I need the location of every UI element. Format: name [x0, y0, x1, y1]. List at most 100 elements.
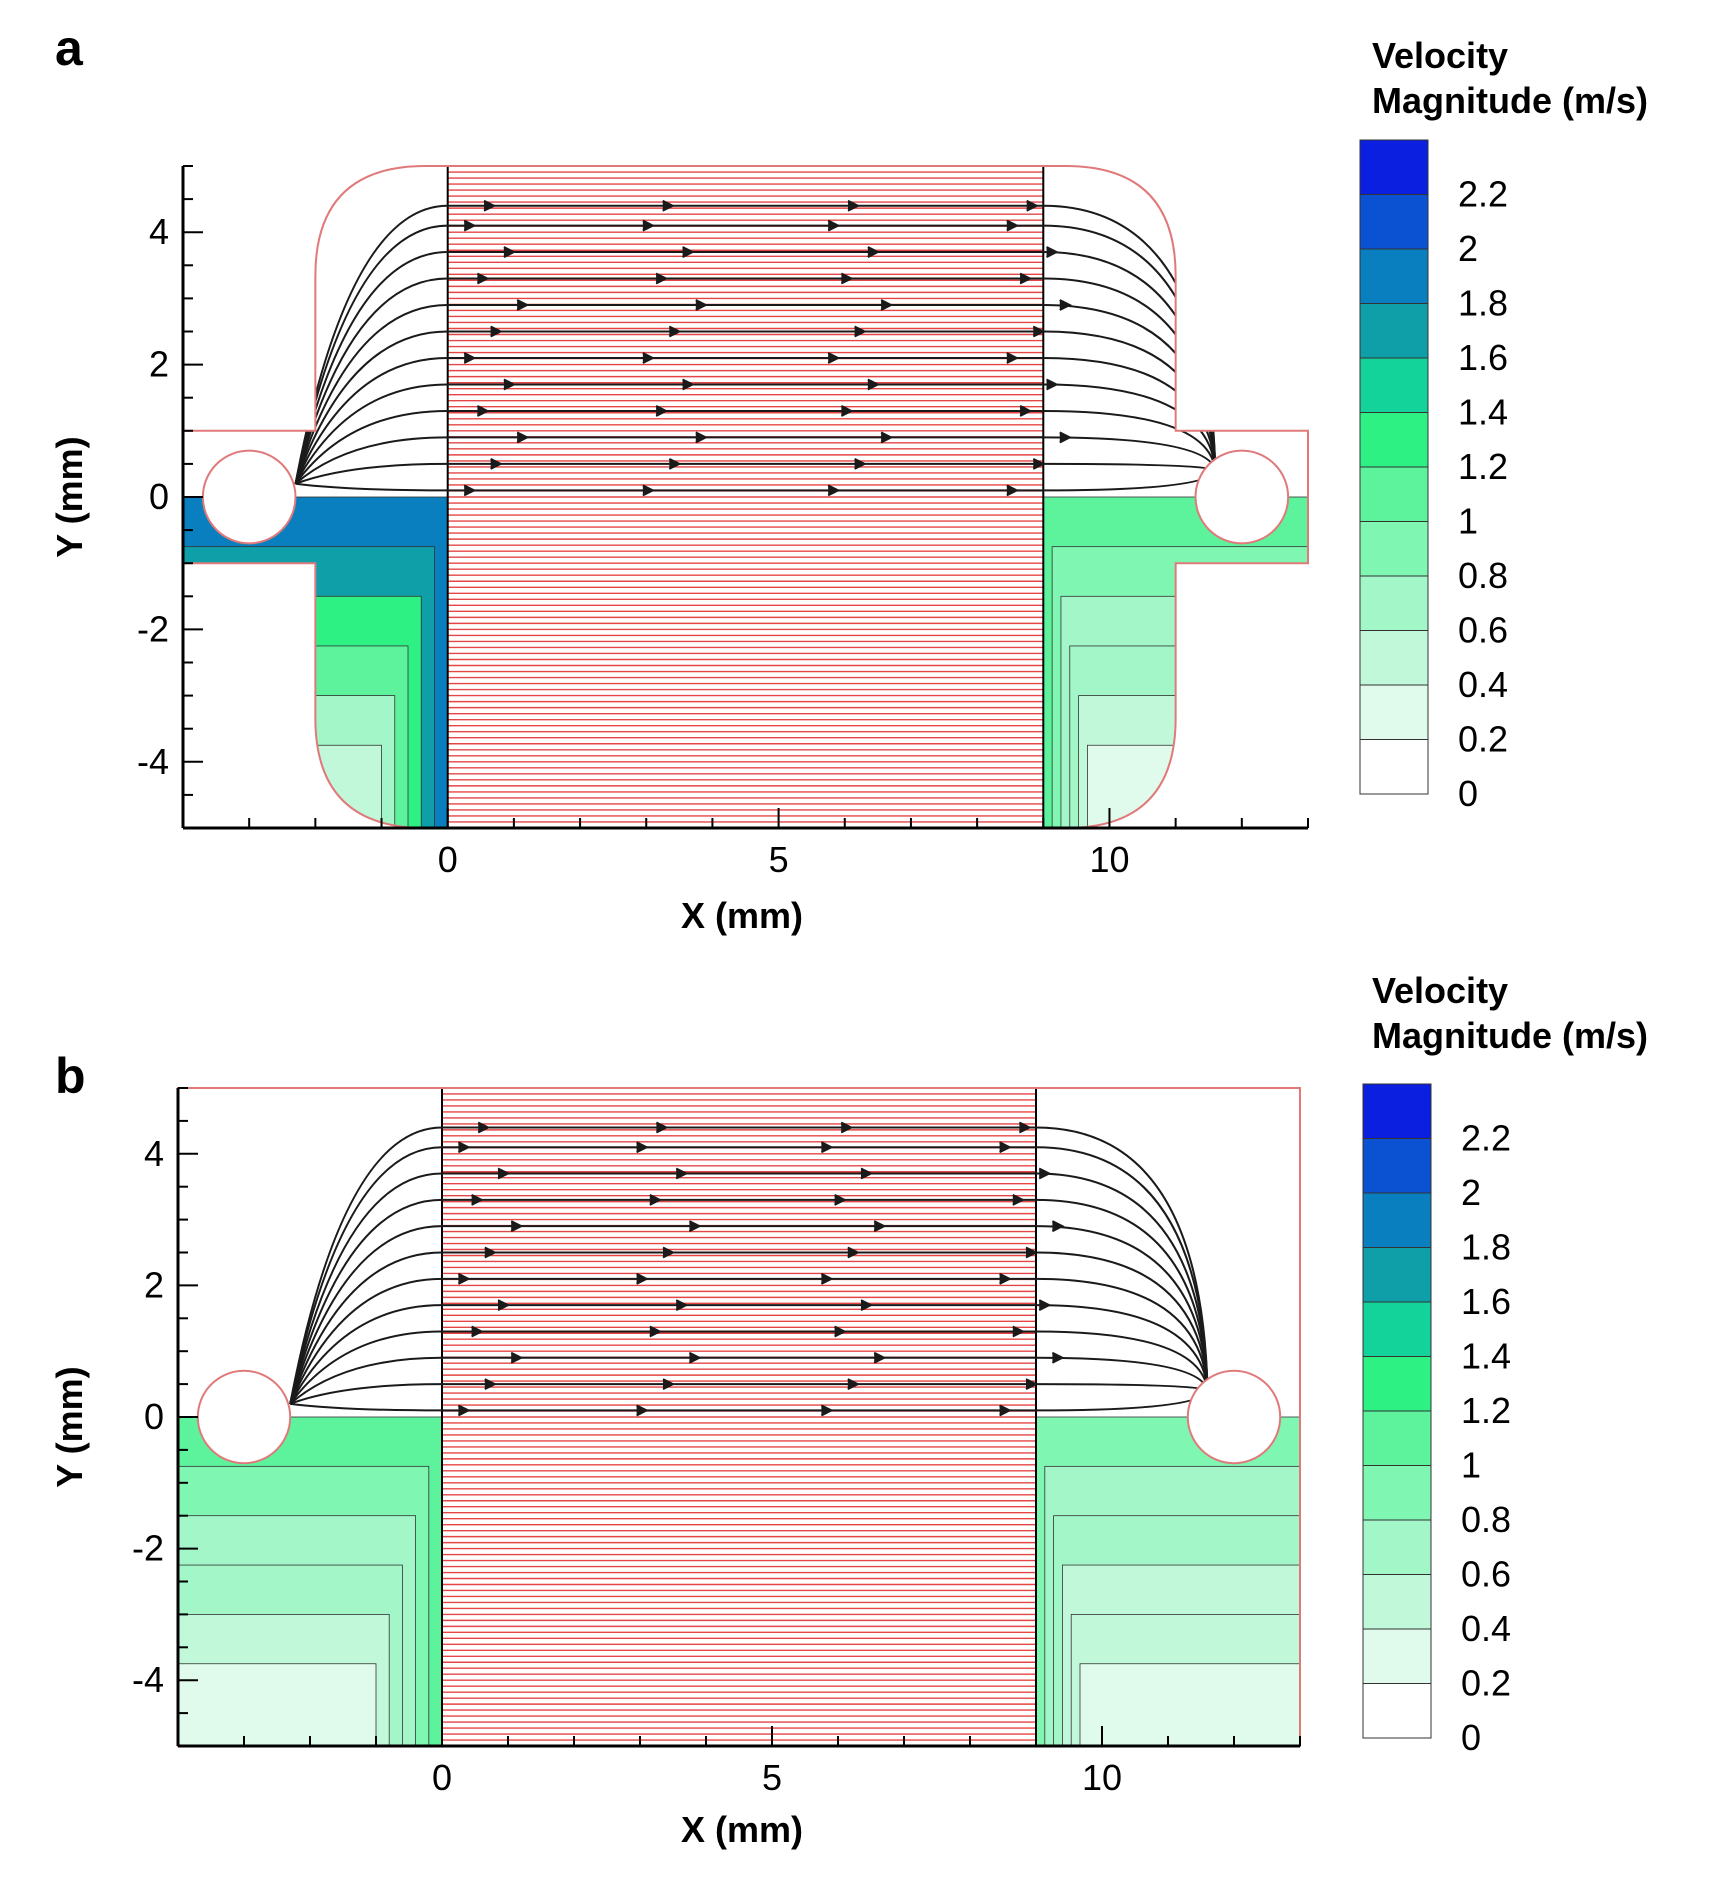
colorbar-swatch [1359, 357, 1429, 413]
colorbar-swatch [1362, 1465, 1432, 1521]
streamline-arrow [1032, 458, 1046, 470]
colorbar-swatch [1362, 1247, 1432, 1303]
y-tick-label: 0 [144, 1396, 164, 1437]
streamline-arrow [463, 484, 477, 497]
streamline-arrow [463, 219, 477, 232]
streamline [289, 1198, 1209, 1405]
streamline-arrow [483, 199, 497, 212]
colorbar-label: 1.4 [1461, 1336, 1511, 1377]
streamline-arrow [695, 299, 709, 311]
y-tick-label: -2 [137, 608, 169, 649]
streamline [289, 1356, 1209, 1405]
streamline-arrow [1059, 431, 1072, 444]
streamline-arrow [457, 1272, 471, 1285]
streamline [294, 277, 1217, 485]
colorbar-label: 0.4 [1458, 664, 1508, 705]
colorbar-label: 1.6 [1458, 337, 1508, 378]
streamline [290, 1390, 1209, 1412]
streamline-arrow [484, 1246, 498, 1259]
contour-band-right-chamber [1079, 1663, 1300, 1746]
y-tick-label: 4 [149, 211, 169, 252]
colorbar-swatch [1362, 1628, 1432, 1684]
streamline-arrow [1059, 299, 1072, 311]
streamline-arrow [497, 1299, 511, 1312]
colorbar-swatch [1362, 1083, 1432, 1139]
streamline-arrow [1051, 1220, 1065, 1233]
streamline-arrow [484, 1378, 498, 1390]
streamline-arrow [490, 325, 503, 338]
streamline-arrow [820, 1272, 834, 1285]
streamline-arrow [860, 1167, 874, 1180]
streamline-arrow [1046, 378, 1059, 391]
streamline-arrow [668, 325, 682, 338]
streamline-arrow [642, 352, 656, 364]
channel-grid-b [441, 1088, 1037, 1746]
streamline [289, 1304, 1209, 1405]
colorbar-swatch [1362, 1683, 1432, 1739]
streamline-arrow [655, 405, 669, 417]
streamline [289, 1225, 1209, 1405]
streamline-arrow [655, 1121, 669, 1134]
streamline-arrow [642, 219, 656, 232]
contour-band-left-chamber [178, 1663, 377, 1746]
colorbar-title-line1-b: Velocity [1372, 970, 1508, 1011]
streamline-arrow [516, 299, 530, 311]
streamline-arrow [1006, 352, 1020, 364]
streamline-arrow [820, 1141, 834, 1154]
streamline-arrow [847, 1378, 861, 1390]
streamline-arrow [847, 1246, 861, 1259]
colorbar-label: 0.8 [1461, 1499, 1511, 1540]
streamline [294, 204, 1217, 484]
streamline-arrow [820, 1404, 834, 1417]
domain-a [183, 166, 1308, 828]
streamline-arrow [510, 1220, 524, 1233]
streamline-arrow [682, 246, 695, 258]
streamline-arrow [682, 378, 695, 391]
colorbar-label: 1.8 [1461, 1227, 1511, 1268]
streamline [289, 1277, 1209, 1405]
colorbar-swatch [1362, 1192, 1432, 1248]
streamline-arrow [503, 246, 517, 258]
y-tick-label: -4 [137, 741, 169, 782]
streamline-arrow [1046, 246, 1059, 258]
streamline-arrow [880, 299, 894, 311]
streamline [295, 470, 1217, 492]
plot-area-a [182, 165, 1309, 829]
streamline-arrow [827, 352, 841, 364]
colorbar-label: 0.6 [1458, 610, 1508, 651]
streamline-arrow [1012, 1325, 1026, 1338]
x-tick-label: 0 [432, 1757, 452, 1798]
streamline-arrow [510, 1351, 524, 1364]
streamline-arrow [636, 1141, 649, 1154]
streamline [289, 1172, 1209, 1405]
y-tick-label: 4 [144, 1133, 164, 1174]
colorbar-swatch [1362, 1519, 1432, 1575]
colorbar-label: 2.2 [1461, 1118, 1511, 1159]
x-axis-title-b: X (mm) [681, 1809, 803, 1850]
streamline-arrow [490, 458, 503, 470]
x-tick-label: 0 [438, 839, 458, 880]
x-tick-label: 10 [1082, 1757, 1122, 1798]
streamline-arrow [649, 1325, 663, 1338]
streamline-arrow [675, 1167, 689, 1180]
streamline-arrow [497, 1167, 511, 1180]
colorbar-label: 0.6 [1461, 1554, 1511, 1595]
colorbar-b: Velocity Magnitude (m/s) 0 0.2 0.4 0.6 0.8 1 1… [1362, 970, 1648, 1758]
streamline-arrow [999, 1272, 1012, 1285]
streamline-arrow [1032, 325, 1046, 338]
colorbar-swatch [1359, 139, 1429, 195]
streamline-arrow [860, 1299, 874, 1312]
x-tick-label: 10 [1089, 839, 1129, 880]
streamline-arrow [854, 458, 867, 470]
x-axis-title-a: X (mm) [681, 895, 803, 936]
colorbar-swatch [1359, 466, 1429, 522]
streamline-arrow [840, 405, 854, 417]
colorbar-label: 1.2 [1458, 446, 1508, 487]
colorbar-label: 2 [1461, 1172, 1481, 1213]
colorbar-swatch [1359, 684, 1429, 740]
streamline-arrow [999, 1141, 1012, 1154]
colorbar-swatch [1362, 1138, 1432, 1194]
colorbar-swatch [1359, 194, 1429, 250]
